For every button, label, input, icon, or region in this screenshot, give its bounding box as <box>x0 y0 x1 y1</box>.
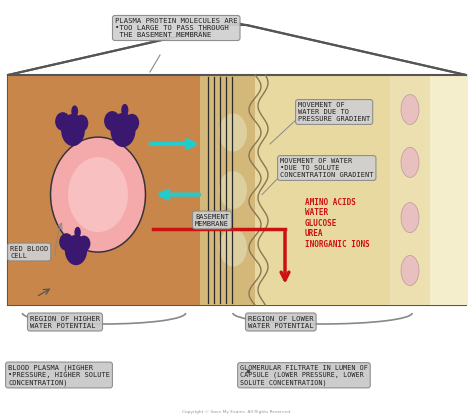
Ellipse shape <box>401 202 419 233</box>
Text: MOVEMENT OF
WATER DUE TO
PRESSURE GRADIENT: MOVEMENT OF WATER DUE TO PRESSURE GRADIE… <box>298 102 370 122</box>
Text: Copyright © Save My Exams. All Rights Reserved.: Copyright © Save My Exams. All Rights Re… <box>182 410 292 414</box>
Text: PLASMA PROTEIN MOLECULES ARE
•TOO LARGE TO PASS THROUGH
 THE BASEMENT MEMBRANE: PLASMA PROTEIN MOLECULES ARE •TOO LARGE … <box>115 18 237 38</box>
Ellipse shape <box>61 114 85 146</box>
Text: MOVEMENT OF WATER
•DUE TO SOLUTE
CONCENTRATION GRADIENT: MOVEMENT OF WATER •DUE TO SOLUTE CONCENT… <box>280 158 374 178</box>
Ellipse shape <box>65 235 87 265</box>
Ellipse shape <box>401 147 419 177</box>
Bar <box>255 75 390 305</box>
Ellipse shape <box>51 137 146 252</box>
Ellipse shape <box>104 111 120 131</box>
Polygon shape <box>8 23 466 75</box>
Ellipse shape <box>110 113 136 147</box>
Text: REGION OF LOWER
WATER POTENTIAL: REGION OF LOWER WATER POTENTIAL <box>248 315 314 328</box>
Bar <box>390 75 430 305</box>
Text: GLOMERULAR FILTRATE IN LUMEN OF
CAPSULE (LOWER PRESSURE, LOWER
SOLUTE CONCENTRAT: GLOMERULAR FILTRATE IN LUMEN OF CAPSULE … <box>240 365 368 386</box>
Text: AMINO ACIDS
WATER
GLUCOSE
UREA
INORGANIC IONS: AMINO ACIDS WATER GLUCOSE UREA INORGANIC… <box>305 198 370 249</box>
Ellipse shape <box>219 228 247 267</box>
Ellipse shape <box>78 236 91 252</box>
Text: REGION OF HIGHER
WATER POTENTIAL: REGION OF HIGHER WATER POTENTIAL <box>30 315 100 328</box>
Ellipse shape <box>75 115 88 132</box>
Ellipse shape <box>125 114 139 132</box>
Ellipse shape <box>59 233 73 251</box>
Ellipse shape <box>71 105 78 117</box>
Bar <box>430 75 468 305</box>
Ellipse shape <box>68 157 128 232</box>
Ellipse shape <box>401 255 419 286</box>
Text: BLOOD PLASMA (HIGHER
•PRESSURE, HIGHER SOLUTE
CONCENTRATION): BLOOD PLASMA (HIGHER •PRESSURE, HIGHER S… <box>8 365 110 386</box>
Ellipse shape <box>219 171 247 209</box>
Bar <box>8 75 200 305</box>
Ellipse shape <box>55 112 71 131</box>
Bar <box>200 75 255 305</box>
Ellipse shape <box>401 94 419 124</box>
Ellipse shape <box>219 113 247 152</box>
Ellipse shape <box>74 227 81 238</box>
Bar <box>8 75 466 305</box>
Text: BASEMENT
MEMBRANE: BASEMENT MEMBRANE <box>195 213 229 226</box>
Ellipse shape <box>121 104 128 116</box>
Text: RED BLOOD
CELL: RED BLOOD CELL <box>10 246 48 258</box>
